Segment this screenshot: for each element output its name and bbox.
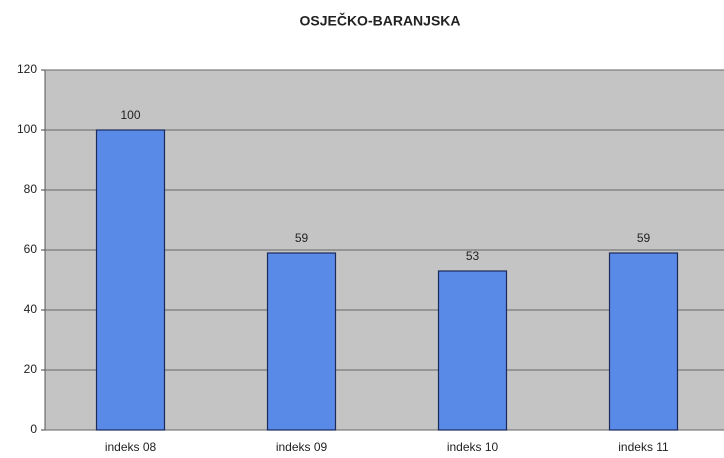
x-tick-label: indeks 08	[105, 440, 157, 454]
y-tick-label: 20	[24, 362, 38, 376]
bar	[437, 270, 508, 431]
y-tick-label: 80	[24, 182, 38, 196]
x-tick-label: indeks 11	[618, 440, 669, 454]
x-tick-label: indeks 09	[276, 440, 328, 454]
value-label: 59	[295, 231, 309, 245]
y-tick-label: 60	[24, 242, 38, 256]
y-tick-label: 120	[17, 62, 37, 76]
chart-title: OSJEČKO-BARANJSKA	[299, 12, 460, 29]
value-label: 59	[637, 231, 651, 245]
value-label: 53	[466, 249, 480, 263]
bar	[608, 252, 679, 431]
bar	[266, 252, 337, 431]
x-tick-label: indeks 10	[447, 440, 499, 454]
y-tick-label: 40	[24, 302, 38, 316]
y-tick-label: 100	[17, 122, 37, 136]
value-label: 100	[120, 108, 140, 122]
y-tick-label: 0	[30, 422, 37, 436]
bar	[95, 129, 166, 431]
